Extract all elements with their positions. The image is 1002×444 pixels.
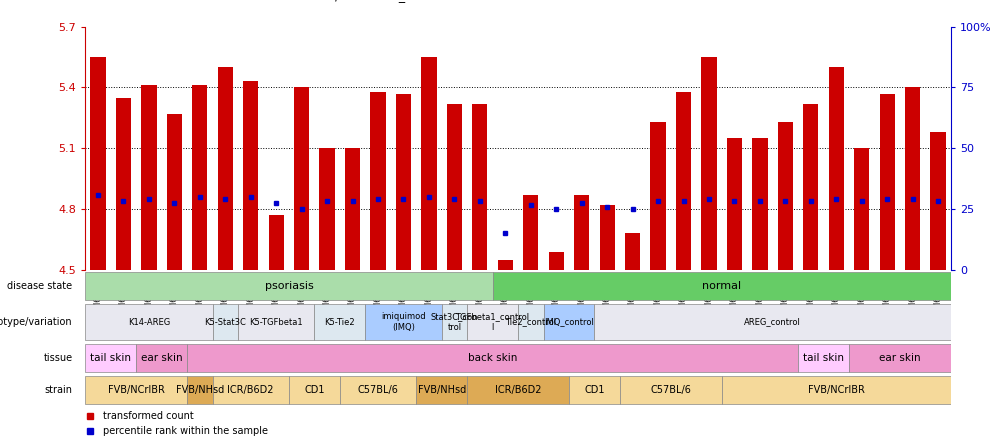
FancyBboxPatch shape [619,376,721,404]
Text: strain: strain [44,385,72,395]
Text: FVB/NCrIBR: FVB/NCrIBR [807,385,864,395]
Bar [752,138,767,270]
Bar [446,104,462,270]
Text: ear skin: ear skin [878,353,920,363]
Text: C57BL/6: C57BL/6 [358,385,398,395]
FancyBboxPatch shape [467,304,517,340]
Text: K5-TGFbeta1: K5-TGFbeta1 [249,317,303,326]
FancyBboxPatch shape [517,304,543,340]
Bar [700,57,715,270]
Bar [497,260,512,270]
Bar [396,94,411,270]
Bar [242,81,259,270]
Text: psoriasis: psoriasis [265,281,313,291]
FancyBboxPatch shape [85,344,136,373]
Text: genotype/variation: genotype/variation [0,317,72,327]
FancyBboxPatch shape [594,304,950,340]
Text: normal: normal [701,281,740,291]
FancyBboxPatch shape [314,304,365,340]
FancyBboxPatch shape [492,272,950,301]
Bar [115,98,131,270]
Bar [904,87,920,270]
Text: FVB/NCrIBR: FVB/NCrIBR [107,385,164,395]
Bar [548,252,563,270]
Text: percentile rank within the sample: percentile rank within the sample [102,426,268,436]
FancyBboxPatch shape [85,272,492,301]
Text: tail skin: tail skin [90,353,131,363]
Bar [726,138,741,270]
Text: Stat3C_con
trol: Stat3C_con trol [430,312,478,332]
Bar [777,122,793,270]
Bar [345,148,360,270]
Bar [192,85,207,270]
Bar [217,67,232,270]
FancyBboxPatch shape [85,304,212,340]
Text: tissue: tissue [43,353,72,363]
Text: ICR/B6D2: ICR/B6D2 [494,385,541,395]
FancyBboxPatch shape [848,344,950,373]
FancyBboxPatch shape [365,304,441,340]
FancyBboxPatch shape [237,304,314,340]
FancyBboxPatch shape [136,344,187,373]
Bar [294,87,309,270]
Text: imiquimod
(IMQ): imiquimod (IMQ) [381,312,426,332]
Text: TGFbeta1_control
l: TGFbeta1_control l [455,312,529,332]
Bar [421,57,436,270]
Bar [930,132,945,270]
FancyBboxPatch shape [798,344,848,373]
Bar [854,148,869,270]
Bar [523,195,538,270]
FancyBboxPatch shape [721,376,950,404]
Text: K5-Tie2: K5-Tie2 [325,317,355,326]
FancyBboxPatch shape [441,304,467,340]
Bar [269,215,284,270]
Bar [573,195,589,270]
Bar [879,94,894,270]
Bar [472,104,487,270]
Text: C57BL/6: C57BL/6 [649,385,690,395]
Bar [828,67,843,270]
Bar [141,85,156,270]
FancyBboxPatch shape [289,376,340,404]
Bar [320,148,335,270]
Text: IMQ_control: IMQ_control [543,317,593,326]
Text: AREG_control: AREG_control [743,317,801,326]
FancyBboxPatch shape [568,376,619,404]
Text: ICR/B6D2: ICR/B6D2 [227,385,274,395]
Text: transformed count: transformed count [102,411,193,421]
Text: tail skin: tail skin [803,353,844,363]
FancyBboxPatch shape [187,376,212,404]
Text: disease state: disease state [7,281,72,291]
FancyBboxPatch shape [467,376,568,404]
Bar [649,122,665,270]
Text: K5-Stat3C: K5-Stat3C [204,317,245,326]
Bar [624,234,639,270]
Text: CD1: CD1 [304,385,325,395]
Bar [675,91,690,270]
FancyBboxPatch shape [543,304,594,340]
Bar [90,57,105,270]
Bar [166,114,181,270]
Text: back skin: back skin [468,353,517,363]
Text: ear skin: ear skin [140,353,182,363]
FancyBboxPatch shape [340,376,416,404]
Title: GDS3907 / 1420045_at: GDS3907 / 1420045_at [272,0,418,2]
Text: FVB/NHsd: FVB/NHsd [175,385,223,395]
Bar [599,205,614,270]
Text: CD1: CD1 [583,385,604,395]
Bar [803,104,818,270]
Text: K14-AREG: K14-AREG [127,317,170,326]
Bar [370,91,386,270]
FancyBboxPatch shape [85,376,187,404]
FancyBboxPatch shape [212,376,289,404]
Text: Tie2_control: Tie2_control [505,317,556,326]
FancyBboxPatch shape [187,344,798,373]
Text: FVB/NHsd: FVB/NHsd [417,385,465,395]
FancyBboxPatch shape [416,376,467,404]
FancyBboxPatch shape [212,304,237,340]
